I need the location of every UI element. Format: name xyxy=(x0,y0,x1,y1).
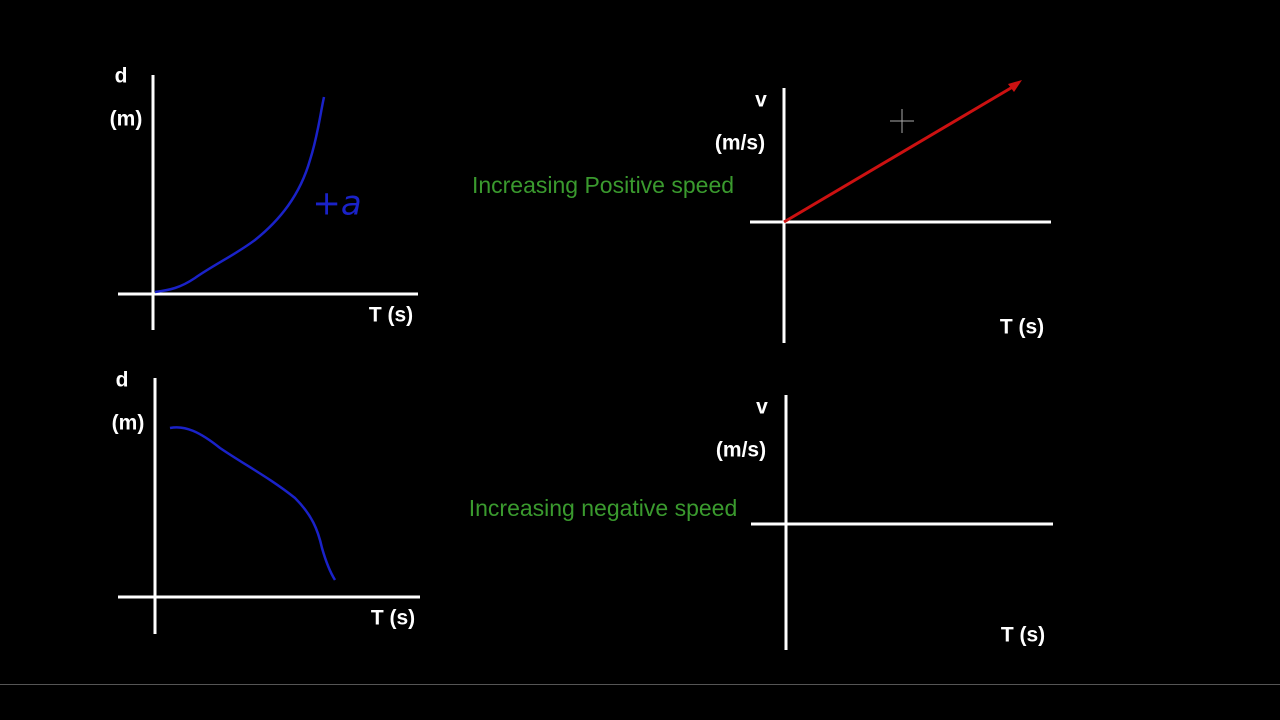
x-label: T (s) xyxy=(369,304,413,327)
y-unit: (m) xyxy=(110,108,143,131)
x-label: T (s) xyxy=(371,607,415,630)
y-label: d xyxy=(116,369,129,392)
y-label: v xyxy=(756,396,768,419)
y-label: v xyxy=(755,89,767,112)
panel: d (m) T (s) +a xyxy=(110,65,418,330)
x-label: T (s) xyxy=(1001,624,1045,647)
caption: Increasing Positive speed xyxy=(472,172,734,198)
cursor xyxy=(890,109,914,133)
curve xyxy=(154,96,326,294)
y-unit: (m) xyxy=(112,412,145,435)
y-unit: (m/s) xyxy=(715,132,765,155)
panel: v (m/s) T (s) Increasing negative speed xyxy=(469,395,1053,650)
y-unit: (m/s) xyxy=(716,439,766,462)
curve xyxy=(169,426,337,581)
velocity-line xyxy=(783,83,1017,224)
arrowhead xyxy=(1008,80,1022,92)
caption: Increasing negative speed xyxy=(469,495,738,521)
annotation: +a xyxy=(312,184,361,224)
y-label: d xyxy=(115,65,128,88)
panel: d (m) T (s) xyxy=(112,369,420,634)
panel: v (m/s) T (s) Increasing Positive speed xyxy=(472,80,1051,343)
x-label: T (s) xyxy=(1000,316,1044,339)
